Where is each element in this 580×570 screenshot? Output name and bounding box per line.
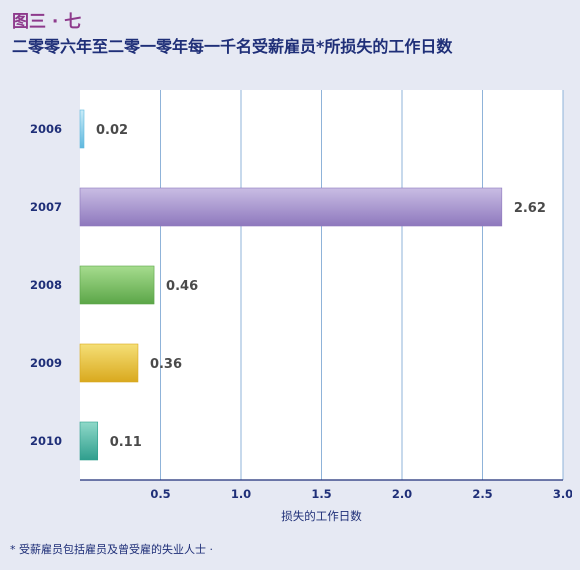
bars <box>79 109 503 461</box>
value-labels: 0.02 2.62 0.46 0.36 0.11 <box>96 123 546 450</box>
bar-2006 <box>79 109 85 149</box>
y-axis-labels: 2006 2007 2008 2009 2010 <box>30 122 62 448</box>
bar-2007 <box>79 187 503 227</box>
chart-title: 二零零六年至二零一零年每一千名受薪雇员*所损失的工作日数 <box>12 37 453 56</box>
x-axis-title: 损失的工作日数 <box>281 509 362 523</box>
value-label: 0.46 <box>166 279 198 294</box>
x-tick-label: 2.0 <box>392 487 412 501</box>
x-tick-label: 1.0 <box>231 487 251 501</box>
y-tick-label: 2009 <box>30 356 62 370</box>
y-tick-label: 2008 <box>30 278 62 292</box>
value-label: 0.02 <box>96 123 128 138</box>
value-label: 0.36 <box>150 357 182 372</box>
x-tick-label: 0.5 <box>150 487 170 501</box>
bar-2010 <box>79 421 99 461</box>
value-label: 2.62 <box>514 201 546 216</box>
grid-lines <box>160 90 564 480</box>
figure-label: 图三 · 七 <box>12 12 82 32</box>
x-tick-label: 3.0 <box>553 487 572 501</box>
bar-chart: 2006 2007 2008 2009 2010 0.02 2.62 0.46 0.36 0.1… <box>30 90 572 523</box>
value-label: 0.11 <box>110 435 142 450</box>
y-tick-label: 2010 <box>30 434 62 448</box>
x-tick-label: 1.5 <box>311 487 331 501</box>
y-tick-label: 2007 <box>30 200 62 214</box>
bar-2009 <box>79 343 139 383</box>
y-tick-label: 2006 <box>30 122 62 136</box>
x-axis-ticks: 0.5 1.0 1.5 2.0 2.5 3.0 <box>150 487 572 501</box>
footnote: * 受薪雇员包括雇员及曾受雇的失业人士 · <box>10 543 213 556</box>
bar-2008 <box>79 265 155 305</box>
x-tick-label: 2.5 <box>472 487 492 501</box>
